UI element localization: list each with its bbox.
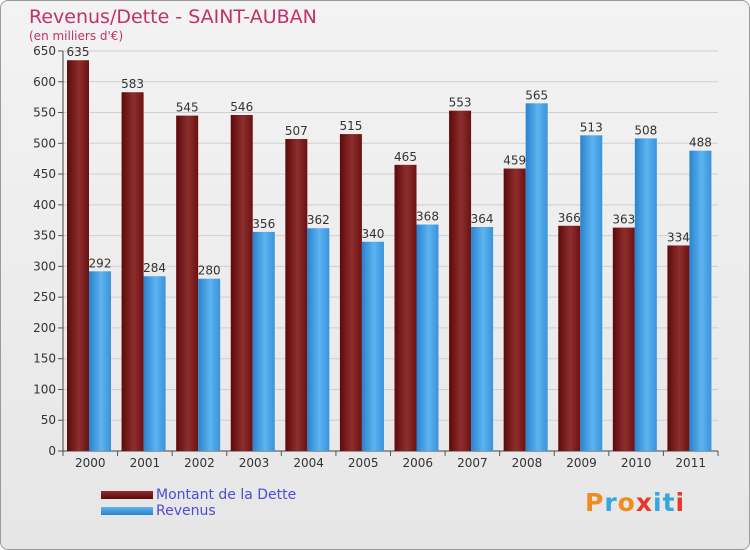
x-tick-label: 2001 (130, 456, 161, 470)
bar-debt (339, 134, 362, 452)
data-label-debt: 546 (230, 100, 253, 114)
data-label-revenue: 362 (307, 213, 330, 227)
bar-debt (449, 110, 472, 451)
bar-revenue (361, 241, 384, 451)
data-label-debt: 515 (339, 119, 362, 133)
y-tick-label: 600 (33, 75, 56, 89)
x-tick-label: 2010 (621, 456, 652, 470)
data-label-revenue: 513 (580, 120, 603, 134)
data-label-debt: 507 (285, 124, 308, 138)
bar-revenue (525, 103, 548, 452)
bar-revenue (198, 278, 221, 451)
y-tick-label: 0 (48, 444, 56, 458)
bar-revenue (252, 231, 275, 451)
y-tick-label: 300 (33, 259, 56, 273)
data-label-debt: 583 (121, 77, 144, 91)
y-tick-label: 550 (33, 106, 56, 120)
data-label-debt: 459 (503, 154, 526, 168)
legend-swatch-revenue (101, 507, 153, 515)
y-tick-label: 650 (33, 44, 56, 58)
bar-debt (230, 115, 253, 451)
data-label-debt: 366 (558, 211, 581, 225)
bar-revenue (89, 271, 111, 451)
data-label-revenue: 565 (525, 88, 548, 102)
x-tick-label: 2007 (457, 456, 488, 470)
data-label-revenue: 356 (252, 217, 275, 231)
bar-debt (176, 115, 199, 451)
data-label-revenue: 364 (471, 212, 494, 226)
data-label-revenue: 340 (361, 227, 384, 241)
data-label-revenue: 292 (89, 256, 112, 270)
y-tick-label: 100 (33, 382, 56, 396)
y-tick-label: 50 (41, 413, 56, 427)
y-tick-label: 150 (33, 352, 56, 366)
data-label-debt: 363 (612, 213, 635, 227)
x-tick-label: 2009 (566, 456, 597, 470)
x-tick-label: 2000 (75, 456, 106, 470)
bar-debt (503, 168, 526, 452)
data-label-debt: 465 (394, 150, 417, 164)
x-tick-label: 2008 (512, 456, 543, 470)
bar-revenue (689, 150, 712, 451)
logo-letter: r (604, 488, 618, 517)
data-label-revenue: 368 (416, 210, 439, 224)
y-tick-label: 200 (33, 321, 56, 335)
y-tick-label: 500 (33, 136, 56, 150)
bar-debt (558, 225, 581, 451)
x-tick-label: 2011 (675, 456, 706, 470)
x-tick-label: 2003 (239, 456, 270, 470)
x-tick-label: 2004 (293, 456, 324, 470)
bar-debt (121, 92, 144, 451)
logo-letter: o (617, 488, 636, 517)
bar-revenue (307, 228, 330, 451)
logo-letter: i (653, 488, 663, 517)
legend-swatch-debt (101, 491, 153, 499)
bar-revenue (580, 135, 603, 452)
chart-subtitle: (en milliers d'€) (29, 29, 124, 43)
bar-debt (612, 227, 635, 451)
bar-debt (394, 164, 417, 451)
y-tick-label: 450 (33, 167, 56, 181)
chart-title: Revenus/Dette - SAINT-AUBAN (29, 6, 317, 28)
logo-letter: t (662, 488, 676, 517)
legend-label-revenue: Revenus (156, 503, 216, 519)
y-tick-label: 400 (33, 198, 56, 212)
bar-revenue (143, 276, 166, 451)
data-label-revenue: 280 (198, 264, 221, 278)
logo-letter: i (675, 488, 686, 517)
data-label-revenue: 284 (143, 261, 166, 275)
logo-letter: P (585, 488, 605, 517)
data-label-revenue: 508 (634, 123, 657, 137)
y-tick-label: 350 (33, 229, 56, 243)
data-label-debt: 545 (176, 101, 199, 115)
x-tick-label: 2006 (403, 456, 434, 470)
data-label-revenue: 488 (689, 136, 712, 150)
bar-debt (285, 139, 308, 451)
bar-debt (667, 245, 690, 451)
bar-debt (67, 60, 89, 451)
bar-revenue (416, 224, 439, 451)
bar-chart: 0 50 100 150 200 250 300 350 400 450 500 550 600 650 2… (33, 44, 719, 470)
y-tick-label: 250 (33, 290, 56, 304)
data-label-debt: 635 (67, 45, 90, 59)
data-label-debt: 334 (667, 230, 690, 244)
bar-revenue (634, 138, 657, 451)
logo-letter: x (635, 488, 653, 517)
x-tick-label: 2005 (348, 456, 379, 470)
legend-label-debt: Montant de la Dette (156, 487, 297, 503)
bar-revenue (471, 227, 494, 451)
x-tick-label: 2002 (184, 456, 215, 470)
data-label-debt: 553 (449, 96, 472, 110)
proxiti-logo: Proxiti (585, 488, 685, 517)
